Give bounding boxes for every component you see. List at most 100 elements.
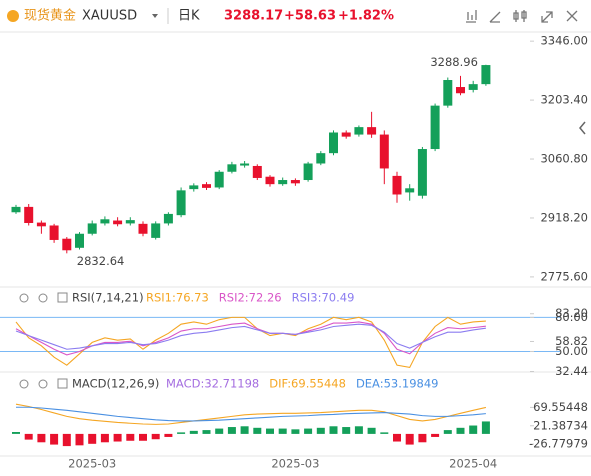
candle-icon[interactable] <box>513 10 527 22</box>
y-tick-label: 3203.40 <box>540 93 588 107</box>
candle-body <box>392 175 402 195</box>
legend-entry: RSI1:76.73 <box>146 291 209 305</box>
macd-bar <box>253 427 262 434</box>
macd-bar <box>304 428 313 434</box>
macd-bar <box>418 433 427 443</box>
legend-entry: RSI2:72.26 <box>219 291 282 305</box>
close-icon[interactable] <box>566 10 578 22</box>
indicator-title: RSI(7,14,21) <box>72 291 144 305</box>
macd-bar <box>62 433 71 447</box>
macd-bar <box>50 433 59 445</box>
price: 3288.17 <box>224 9 283 24</box>
draw-icon[interactable] <box>489 11 501 23</box>
candle-body <box>87 223 97 234</box>
candle-body <box>278 180 288 185</box>
macd-bar <box>100 433 109 443</box>
candle-body <box>430 105 440 150</box>
candle-body <box>75 233 84 248</box>
macd-bar <box>24 433 33 440</box>
legend-entry: DEA:53.19849 <box>356 377 439 391</box>
y-tick-label: 2775.60 <box>540 269 588 283</box>
period[interactable]: 日K <box>178 9 200 24</box>
macd-bar <box>443 430 452 434</box>
y-tick-label: 83.20 <box>555 306 588 320</box>
macd-bar <box>75 433 84 446</box>
price-annotation: 3288.96 <box>430 55 478 69</box>
y-tick-label: 50.00 <box>555 344 588 358</box>
macd-line <box>15 403 487 425</box>
macd-bar <box>88 433 97 444</box>
collapse-arrow[interactable] <box>579 121 586 135</box>
candle-body <box>214 171 224 188</box>
candle-body <box>481 65 491 85</box>
eye-icon[interactable] <box>19 379 29 389</box>
macd-bar <box>291 429 300 434</box>
settings-icon[interactable] <box>38 379 48 389</box>
macd-bar <box>469 425 478 434</box>
candle-body <box>265 176 275 185</box>
indicator-icon[interactable] <box>466 10 477 23</box>
candle-body <box>24 206 34 224</box>
macd-bar <box>266 428 274 434</box>
symbol[interactable]: XAUUSD <box>82 9 137 24</box>
candle-body <box>468 84 478 90</box>
indicator-title: MACD(12,26,9) <box>72 377 159 391</box>
candle-body <box>290 180 300 184</box>
candle-body <box>49 225 59 240</box>
macd-bar <box>37 433 46 443</box>
change: +58.63 <box>284 9 336 24</box>
macd-line <box>16 406 486 422</box>
candle-body <box>240 163 250 166</box>
rsi-line <box>15 323 486 350</box>
settings-icon[interactable] <box>38 293 48 303</box>
candle-body <box>163 213 173 224</box>
candle-body <box>62 238 72 251</box>
eye-icon[interactable] <box>19 293 29 303</box>
rsi-tools <box>19 292 68 389</box>
candle-body <box>176 190 186 216</box>
macd-bar <box>393 433 401 442</box>
x-tick-label: 2025-04 <box>449 457 497 471</box>
macd-bar <box>151 433 160 440</box>
candle-body <box>316 153 326 164</box>
macd-bar <box>316 427 325 434</box>
instrument-name[interactable]: 现货黄金 <box>24 8 76 24</box>
x-tick-label: 2025-03 <box>271 457 319 471</box>
candle-body <box>36 222 46 227</box>
macd-bar <box>139 433 147 441</box>
price-annotation: 2832.64 <box>77 254 125 268</box>
macd-bar <box>405 433 414 445</box>
candle-body <box>189 185 199 190</box>
y-tick-label: 3060.80 <box>540 152 588 166</box>
more-icon[interactable] <box>57 292 68 303</box>
toolbar <box>466 10 578 23</box>
dropdown-arrow[interactable] <box>152 14 158 18</box>
candle-body <box>341 132 351 137</box>
candle-body <box>100 219 110 224</box>
candle-body <box>125 220 135 224</box>
more-icon[interactable] <box>57 378 68 389</box>
candle-body <box>456 87 465 94</box>
macd-bar <box>202 430 211 434</box>
candle-body <box>202 184 211 188</box>
legend-entry: RSI3:70.49 <box>292 291 355 305</box>
macd-bar <box>431 433 440 437</box>
candle-body <box>151 223 161 238</box>
y-tick-label: 69.55448 <box>533 400 588 414</box>
y-tick-label: 32.44 <box>555 364 588 378</box>
macd-bar <box>113 433 122 442</box>
macd-bar <box>481 421 490 434</box>
macd-bar <box>329 426 338 434</box>
expand-icon[interactable] <box>541 11 553 23</box>
gold-icon <box>7 10 19 22</box>
candle-body <box>354 127 364 135</box>
macd-bar <box>177 432 186 434</box>
macd-bar <box>240 426 249 434</box>
candle-body <box>443 80 453 106</box>
candle-body <box>405 188 415 193</box>
y-tick-label: 80.00 <box>555 310 588 324</box>
macd-bar <box>189 430 198 434</box>
y-tick-label: 58.82 <box>555 334 588 348</box>
y-tick-label: 21.38734 <box>533 418 588 432</box>
